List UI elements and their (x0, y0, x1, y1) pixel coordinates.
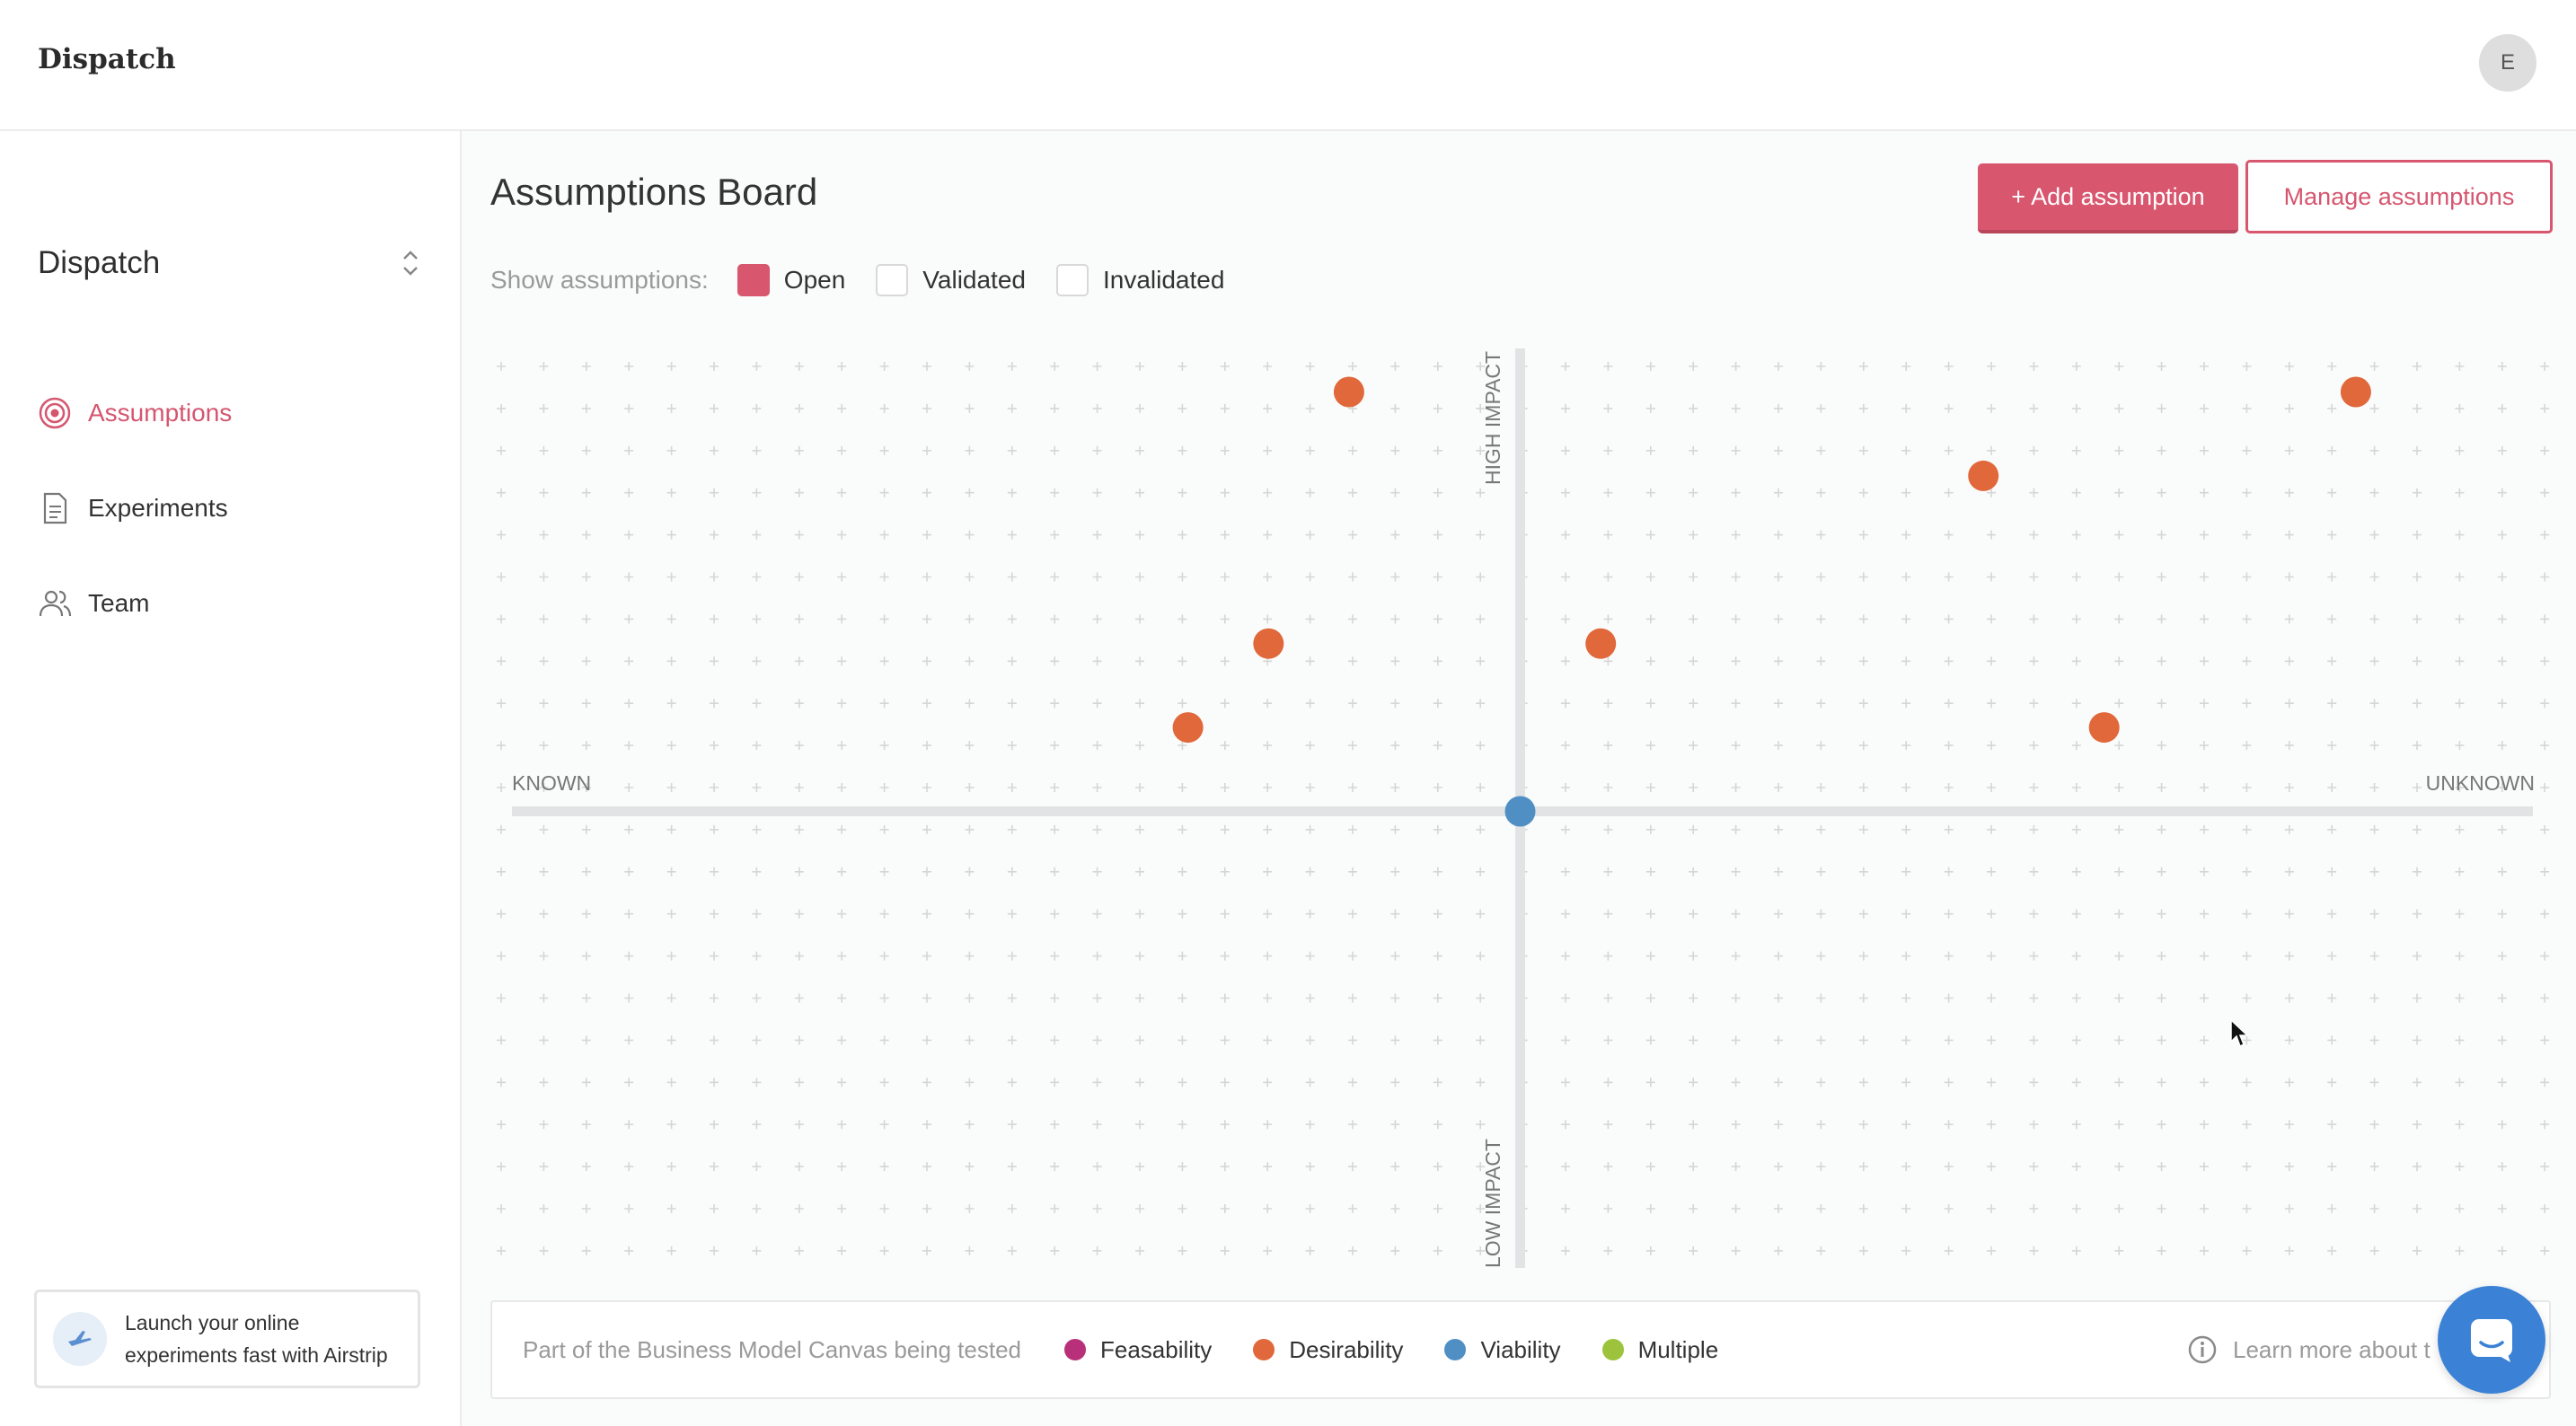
mouse-cursor-icon (2230, 1018, 2249, 1048)
filter-label: Show assumptions: (490, 266, 709, 294)
assumption-points (1172, 376, 2371, 827)
info-icon (2188, 1335, 2217, 1364)
chat-launcher-button[interactable] (2438, 1286, 2545, 1394)
app-logo[interactable]: Dispatch (38, 43, 176, 75)
filter-open-label: Open (783, 266, 846, 294)
legend-label: Viability (1480, 1335, 1561, 1363)
add-assumption-button[interactable]: + Add assumption (1978, 163, 2238, 233)
checkbox-validated[interactable] (876, 264, 909, 296)
filter-invalidated[interactable]: Invalidated (1055, 264, 1225, 296)
axis-label-low: LOW IMPACT (1481, 1139, 1504, 1268)
promo-line-2: experiments fast with Airstrip (125, 1343, 388, 1367)
learn-more-label: Learn more about t (2233, 1335, 2430, 1363)
promo-line-1: Launch your online (125, 1311, 300, 1334)
axis-label-high: HIGH IMPACT (1481, 351, 1504, 485)
assumption-point-desirability[interactable] (1585, 628, 1617, 659)
project-name: Dispatch (38, 245, 161, 280)
chevron-up-down-icon (403, 251, 418, 276)
legend-label: Desirability (1289, 1335, 1404, 1363)
assumptions-board[interactable]: HIGH IMPACT LOW IMPACT KNOWN UNKNOWN (490, 332, 2558, 1275)
project-switcher[interactable]: Dispatch (38, 239, 424, 287)
grid-cross-marks (497, 362, 2550, 1255)
legend-item-multiple: Multiple (1601, 1335, 1719, 1364)
sidebar-item-label: Assumptions (88, 399, 233, 427)
filter-open[interactable]: Open (737, 264, 846, 296)
page-title: Assumptions Board (490, 171, 818, 213)
legend-dot (1444, 1339, 1467, 1360)
legend-dot (1064, 1339, 1086, 1360)
legend-label: Feasability (1100, 1335, 1213, 1363)
legend-item-desirability: Desirability (1253, 1336, 1403, 1364)
promo-text: Launch your online experiments fast with… (125, 1307, 388, 1371)
airstrip-promo[interactable]: Launch your online experiments fast with… (34, 1290, 420, 1388)
legend-title: Part of the Business Model Canvas being … (523, 1335, 1021, 1363)
sidebar-item-assumptions[interactable]: Assumptions (38, 388, 424, 438)
sidebar-item-experiments[interactable]: Experiments (38, 483, 424, 533)
user-avatar[interactable]: E (2479, 34, 2536, 92)
axis-label-known: KNOWN (512, 771, 591, 795)
checkbox-invalidated[interactable] (1055, 264, 1089, 296)
legend-bar: Part of the Business Model Canvas being … (490, 1300, 2551, 1399)
assumption-point-desirability[interactable] (2340, 376, 2371, 408)
assumption-point-desirability[interactable] (2088, 712, 2120, 744)
checkbox-open[interactable] (737, 264, 770, 296)
assumption-filters: Show assumptions: Open Validated Invalid… (490, 260, 1255, 300)
learn-more-link[interactable]: Learn more about t (2186, 1302, 2456, 1397)
sidebar-item-team[interactable]: Team (38, 578, 424, 629)
manage-assumptions-button[interactable]: Manage assumptions (2245, 160, 2553, 233)
assumption-point-desirability[interactable] (1968, 460, 1999, 491)
sidebar-item-label: Team (88, 589, 150, 617)
assumption-point-desirability[interactable] (1253, 628, 1284, 659)
filter-validated-label: Validated (922, 266, 1026, 294)
top-bar: Dispatch E (0, 0, 2576, 131)
axis-label-unknown: UNKNOWN (2426, 771, 2535, 795)
target-icon (39, 397, 71, 429)
legend-dot (1601, 1339, 1624, 1360)
assumption-point-viability[interactable] (1504, 796, 1536, 827)
legend-dot (1253, 1339, 1275, 1360)
filter-validated[interactable]: Validated (876, 264, 1026, 296)
users-icon (39, 590, 72, 617)
filter-invalidated-label: Invalidated (1102, 266, 1225, 294)
legend-item-feasability: Feasability (1064, 1336, 1212, 1364)
plane-icon (53, 1312, 107, 1366)
legend-item-viability: Viability (1444, 1335, 1561, 1364)
sidebar-item-label: Experiments (88, 494, 228, 522)
sidebar: Dispatch Assumptions Experiments Tea (0, 131, 462, 1426)
assumption-point-desirability[interactable] (1172, 712, 1204, 744)
chat-icon (2471, 1319, 2512, 1362)
board-grid (497, 362, 2550, 1255)
assumption-point-desirability[interactable] (1333, 376, 1364, 408)
document-icon (43, 492, 67, 524)
legend-label: Multiple (1637, 1335, 1719, 1363)
